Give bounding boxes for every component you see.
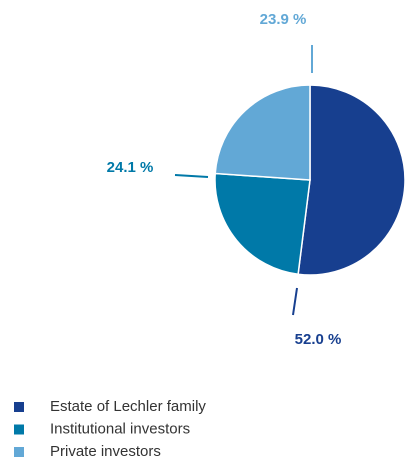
legend-swatch [14, 424, 24, 435]
pie-slice [214, 172, 311, 276]
pie-slice [297, 84, 406, 276]
value-label: 52.0 % [295, 331, 342, 348]
value-label: 23.9 % [260, 11, 307, 28]
legend-label: Institutional investors [50, 420, 190, 437]
legend-swatch [14, 402, 24, 412]
leader-line [174, 174, 209, 178]
value-label: 24.1 % [107, 159, 154, 176]
legend-label: Private investors [50, 443, 161, 460]
pie-slice [214, 84, 311, 181]
leader-line [292, 287, 298, 316]
legend-label: Estate of Lechler family [50, 398, 206, 415]
legend-swatch [14, 447, 24, 457]
